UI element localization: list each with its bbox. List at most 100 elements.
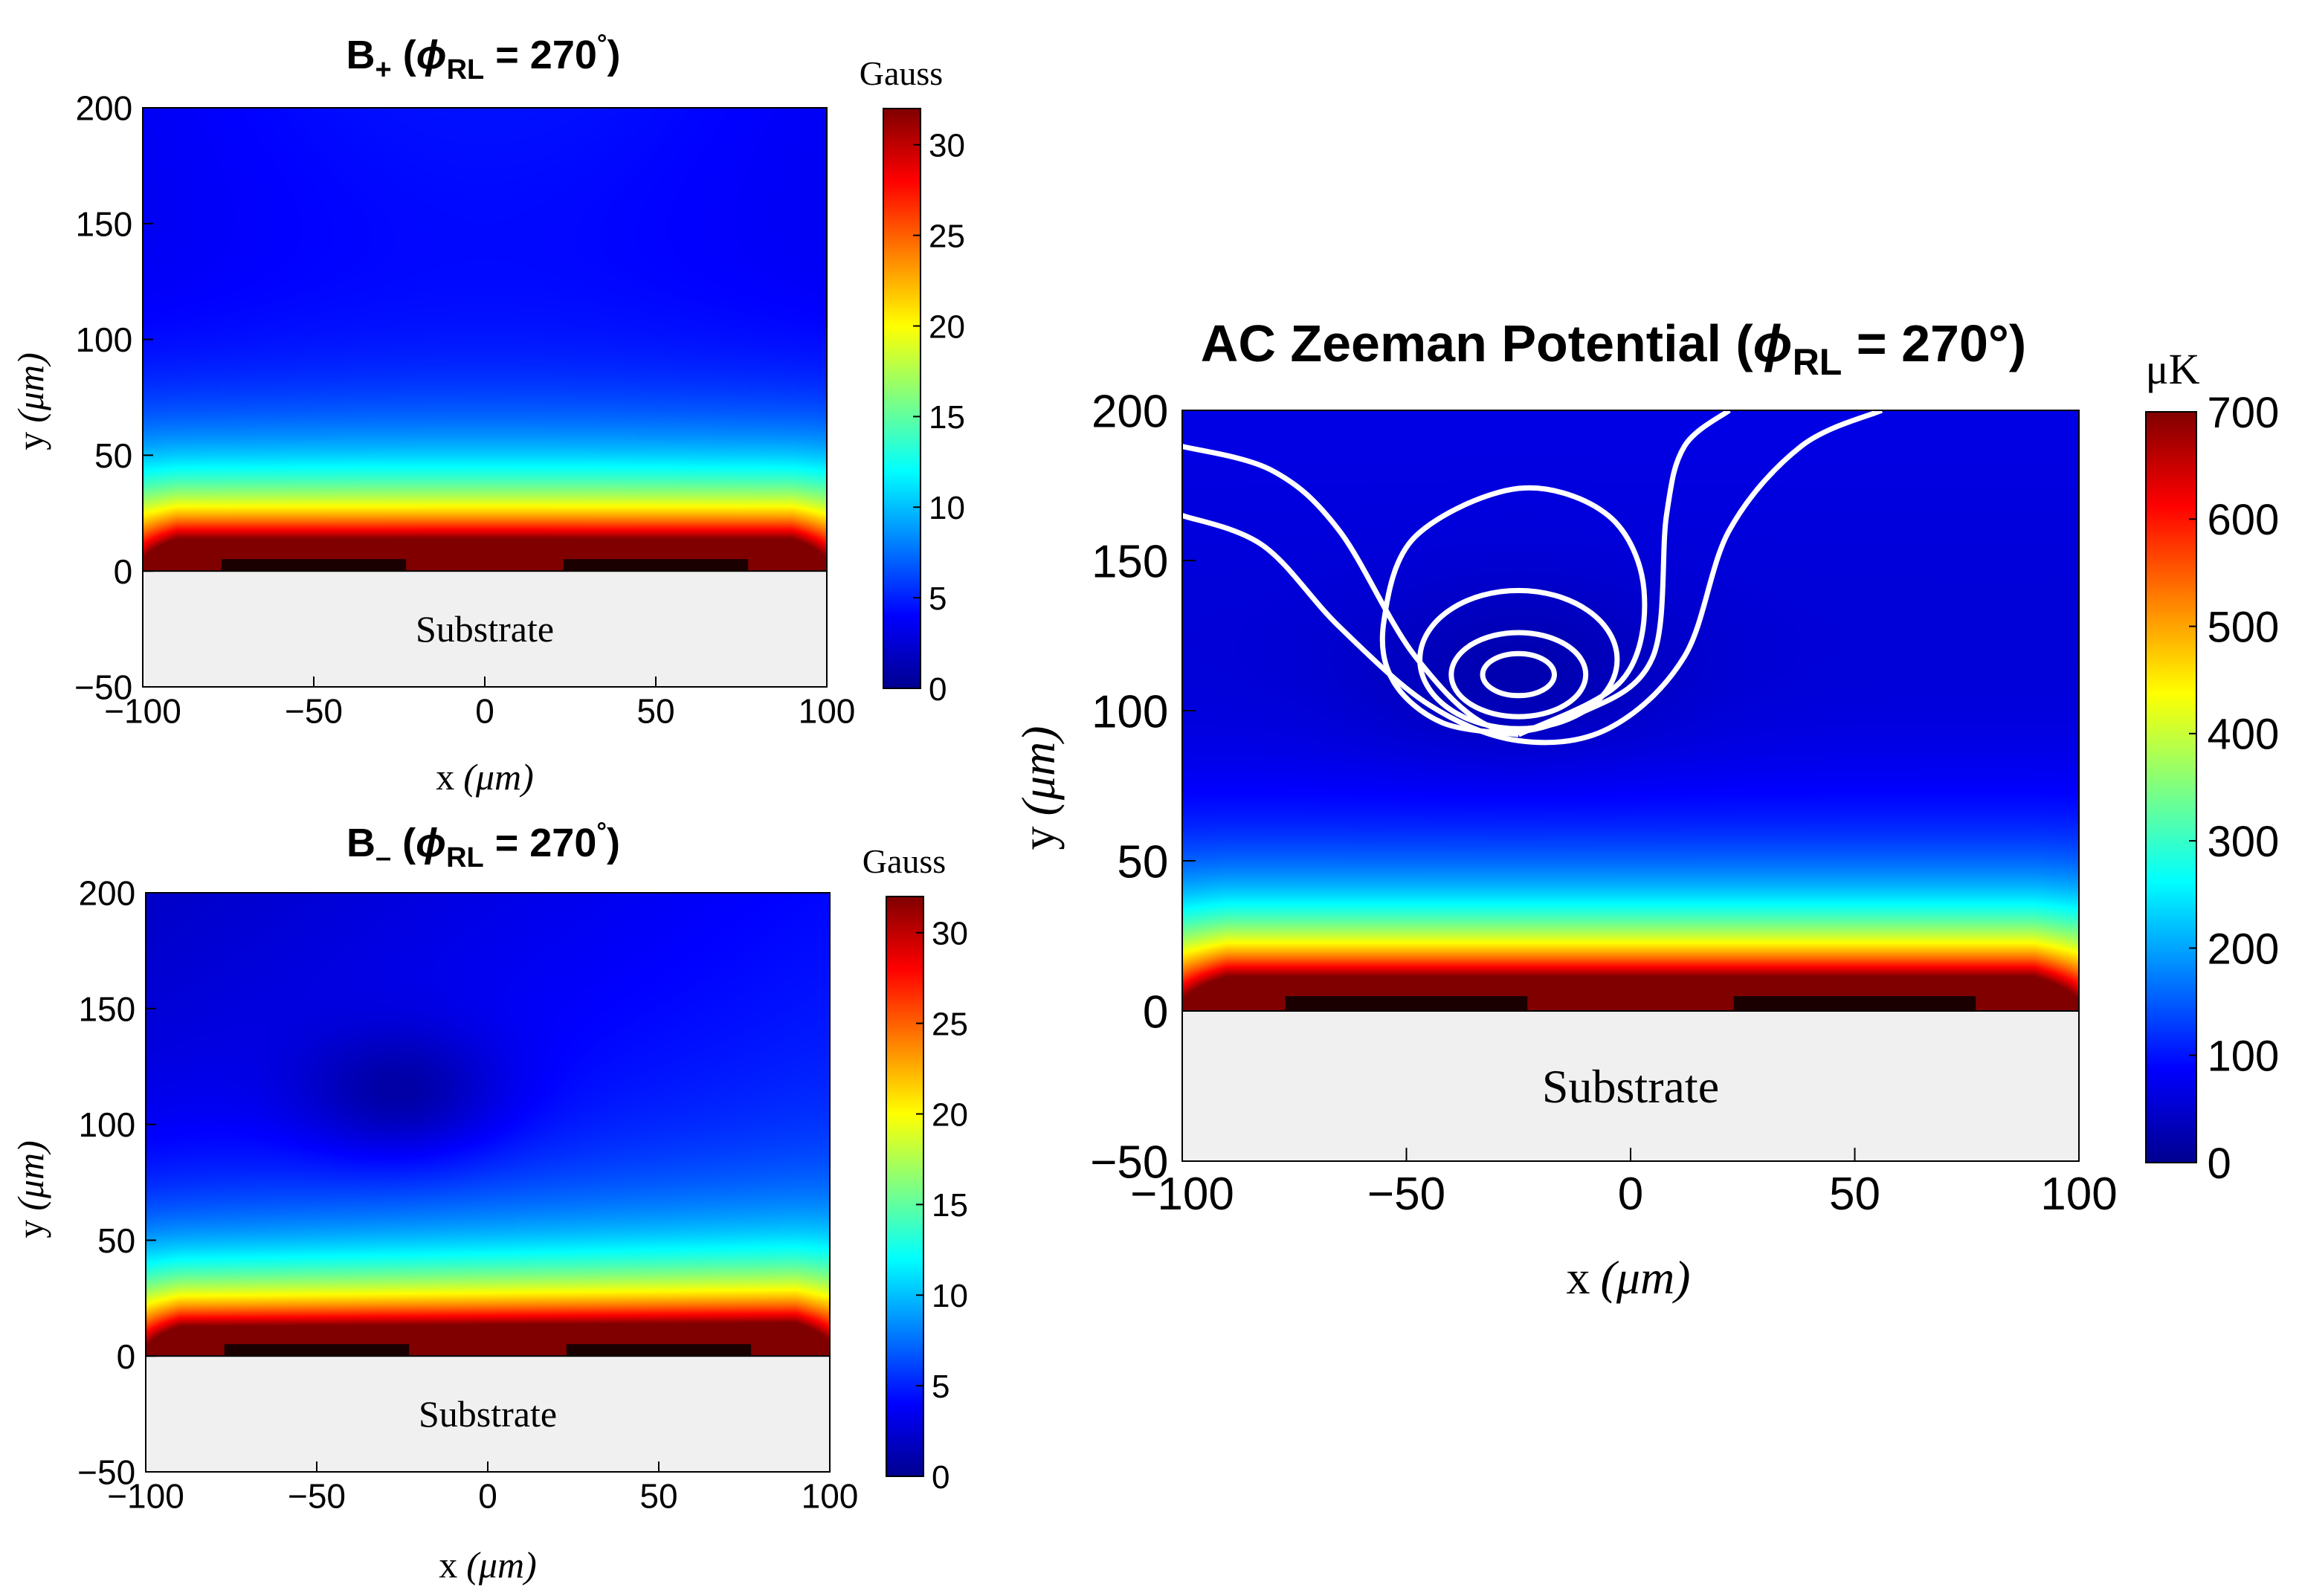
wire-group: [221, 559, 749, 572]
colorbar-tick-label: 100: [2208, 1033, 2280, 1081]
b-plus-panel: B+ (ϕRL = 270°) Substrate −100 −50 0 50 100 …: [10, 30, 965, 798]
colorbar-label: Gauss: [863, 842, 946, 880]
x-tick-label: 100: [799, 691, 856, 730]
wire: [224, 1344, 410, 1357]
x-tick-label: 100: [802, 1476, 859, 1515]
substrate-label: Substrate: [419, 1393, 557, 1435]
colorbar-tick-label: 15: [932, 1187, 968, 1224]
y-tick-label: 0: [114, 552, 133, 591]
x-tick-label: 0: [478, 1476, 497, 1515]
colorbar: [886, 896, 924, 1477]
colorbar-tick-label: 500: [2208, 603, 2280, 651]
colorbar-tick-label: 400: [2208, 711, 2280, 759]
y-axis-label: y(μm): [1012, 726, 1065, 850]
colorbar-label: μK: [2146, 345, 2200, 393]
y-axis-label: y(μm): [10, 1140, 51, 1238]
x-axis: −100 −50 0 50 100: [104, 676, 855, 730]
x-tick-label: 100: [2040, 1169, 2117, 1220]
b-minus-panel: B– (ϕRL = 270°) Substrate −100 −50 0 50 100 …: [10, 818, 968, 1586]
x-tick-label: −100: [1130, 1169, 1234, 1220]
contour-line: [1182, 410, 1731, 734]
y-tick-label: 0: [117, 1337, 136, 1376]
y-tick-label: 150: [1092, 536, 1168, 587]
x-axis: −100 −50 0 50 100: [107, 1461, 858, 1515]
contour-line: [1182, 410, 1883, 746]
ac-zeeman-panel: AC Zeeman Potential (ϕRL = 270°) Substra…: [1012, 314, 2279, 1304]
x-axis-label: x (μm): [436, 756, 534, 798]
y-tick-label: 50: [94, 436, 132, 475]
y-axis: −50 0 50 100 150 200: [74, 89, 153, 707]
substrate-region: [142, 570, 828, 688]
colorbar-tick-label: 30: [932, 916, 968, 952]
wire: [1285, 996, 1528, 1011]
x-tick-label: −50: [285, 691, 343, 730]
colorbar-ticks: 0 100 200 300 400 500 600 700: [2189, 389, 2279, 1188]
y-tick-label: 200: [75, 89, 132, 128]
x-tick-label: 50: [639, 1476, 677, 1515]
heatmap-image: [1182, 410, 2079, 1011]
x-tick-label: 50: [636, 691, 674, 730]
colorbar-tick-label: 0: [2208, 1140, 2231, 1188]
colorbar-tick-label: 600: [2208, 496, 2280, 544]
colorbar-tick-label: 5: [932, 1369, 950, 1405]
substrate-region: [145, 1355, 831, 1473]
substrate-label: Substrate: [416, 608, 554, 650]
contour-line: [1379, 485, 1648, 737]
colorbar-tick-label: 10: [929, 490, 965, 526]
contour-line: [1480, 650, 1557, 699]
y-axis: −50 0 50 100 150 200: [1090, 386, 1196, 1188]
x-tick-label: −100: [104, 691, 181, 730]
y-tick-label: 200: [1092, 386, 1168, 437]
x-axis-label: x (μm): [439, 1544, 537, 1586]
colorbar-label: Gauss: [860, 54, 943, 92]
heatmap-canvas: [143, 108, 827, 572]
colorbar-tick-label: 5: [929, 581, 947, 617]
colorbar-tick-label: 20: [929, 308, 965, 345]
heatmap-image: [143, 108, 827, 572]
y-tick-label: 100: [78, 1105, 135, 1144]
y-tick-label: 150: [78, 989, 135, 1028]
x-tick-label: −50: [288, 1476, 346, 1515]
colorbar-tick-label: 15: [929, 399, 965, 436]
heatmap-canvas: [146, 893, 830, 1357]
colorbar-tick-label: 0: [929, 671, 947, 708]
wire: [566, 1344, 752, 1357]
y-tick-label: −50: [74, 668, 132, 707]
y-axis: −50 0 50 100 150 200: [77, 874, 156, 1492]
substrate-label: Substrate: [1542, 1060, 1719, 1113]
x-tick-label: −100: [107, 1476, 184, 1515]
potential-contours: [1182, 410, 1883, 746]
colorbar-tick-label: 0: [932, 1459, 950, 1496]
wire: [221, 559, 407, 572]
substrate-region: [1181, 1010, 2080, 1162]
x-tick-label: 0: [475, 691, 494, 730]
colorbar-tick-label: 700: [2208, 389, 2280, 437]
x-axis: −100 −50 0 50 100: [1130, 1148, 2118, 1220]
colorbar-tick-label: 300: [2208, 818, 2280, 866]
y-tick-label: 200: [78, 874, 135, 913]
x-tick-label: −50: [1367, 1169, 1445, 1220]
y-tick-label: 100: [1092, 686, 1168, 737]
wire-group: [1285, 996, 1976, 1011]
colorbar: [2145, 411, 2197, 1163]
wire: [563, 559, 749, 572]
colorbar-tick-label: 10: [932, 1278, 968, 1314]
y-tick-label: 150: [75, 204, 132, 243]
y-tick-label: 50: [97, 1221, 135, 1260]
x-tick-label: 0: [1618, 1169, 1643, 1220]
panel-title: B+ (ϕRL = 270°): [346, 30, 621, 85]
y-tick-label: 100: [75, 320, 132, 359]
colorbar-tick-label: 25: [932, 1006, 968, 1042]
colorbar-tick-label: 200: [2208, 925, 2280, 973]
panel-title: B– (ϕRL = 270°): [346, 818, 620, 873]
colorbar-tick-label: 30: [929, 128, 965, 164]
heatmap-canvas: [1182, 410, 2079, 1011]
x-tick-label: 50: [1829, 1169, 1880, 1220]
heatmap-image: [146, 893, 830, 1357]
colorbar-tick-label: 20: [932, 1096, 968, 1133]
panel-title: AC Zeeman Potential (ϕRL = 270°): [1201, 314, 2026, 383]
y-tick-label: 50: [1117, 836, 1168, 888]
colorbar: [883, 108, 921, 689]
colorbar-tick-label: 25: [929, 218, 965, 254]
